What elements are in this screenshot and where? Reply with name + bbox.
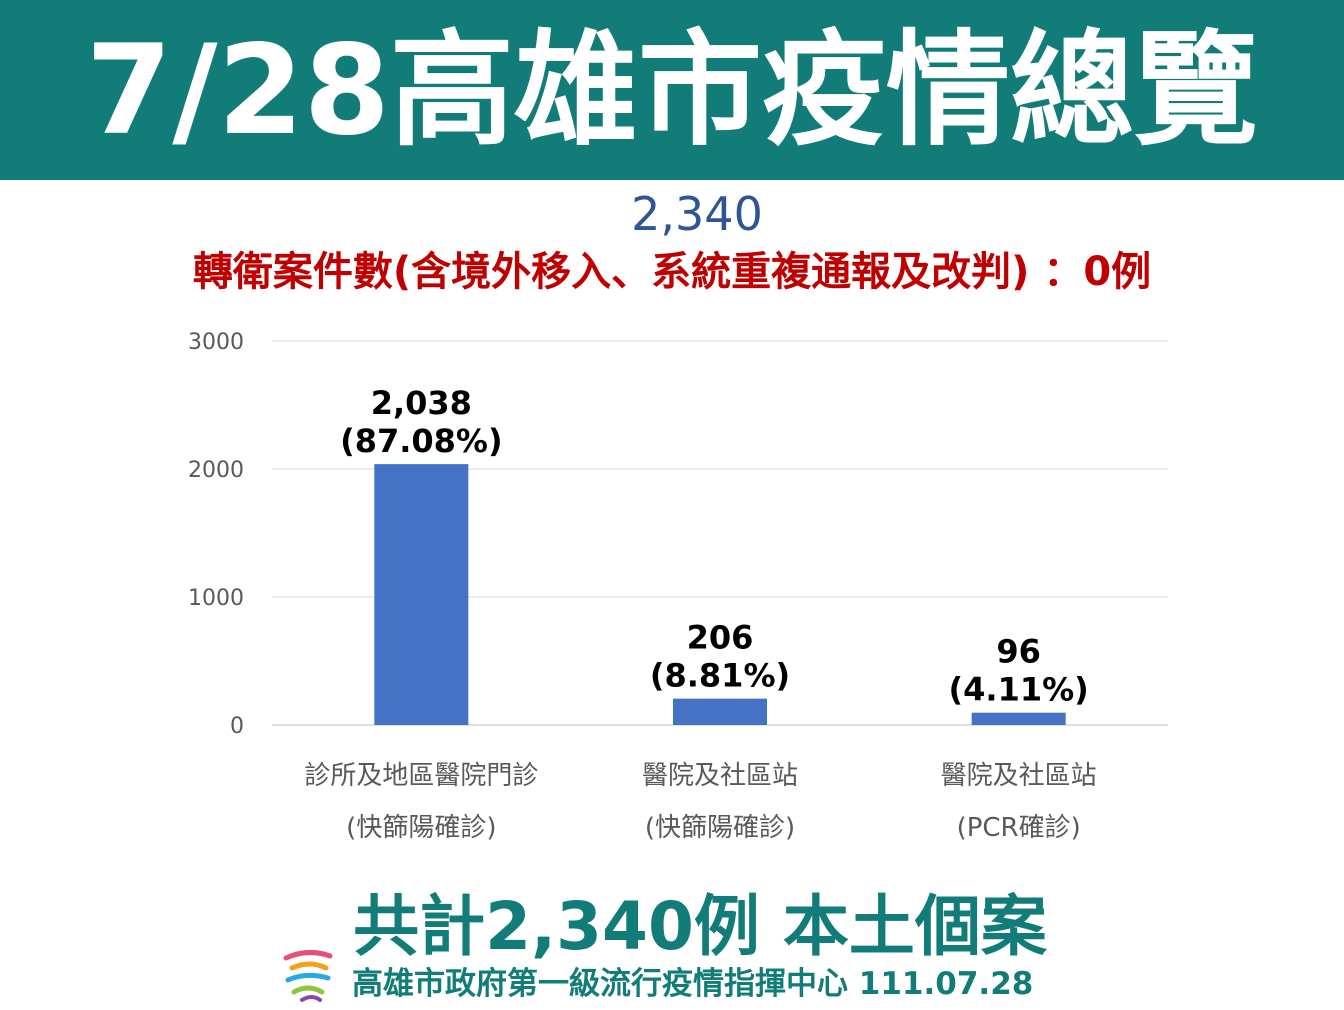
data-label-percent: (4.11%) — [949, 671, 1089, 709]
data-label-percent: (8.81%) — [650, 657, 790, 695]
kaohsiung-city-logo-icon — [283, 950, 333, 1002]
page-title: 7/28高雄市疫情總覽 — [85, 19, 1259, 163]
x-tick-label: 診所及地區醫院門診 — [304, 761, 538, 791]
y-tick-label: 2000 — [188, 458, 244, 483]
summary-total: 共計2,340例 本土個案 — [353, 888, 1047, 965]
bar — [374, 464, 469, 725]
y-tick-label: 3000 — [188, 330, 244, 355]
bar — [673, 698, 767, 725]
data-label-value: 96 — [996, 633, 1041, 671]
bar — [971, 712, 1066, 725]
bar-chart: 0 1000 2000 3000 2,038(87.08%) 診所及地區醫院門診 (快篩陽確… — [188, 330, 1168, 843]
x-tick-label: 醫院及社區站 — [941, 761, 1097, 791]
data-label-value: 2,038 — [371, 384, 472, 422]
x-tick-label-sub: (PCR確診) — [957, 813, 1081, 843]
y-tick-label: 0 — [230, 714, 244, 739]
footer-credit: 高雄市政府第一級流行疫情指揮中心 111.07.28 — [352, 966, 1034, 1002]
total-count: 2,340 — [631, 187, 763, 241]
transfer-note: 轉衛案件數(含境外移入、系統重複通報及改判) ：0例 — [192, 249, 1152, 295]
x-tick-label-sub: (快篩陽確診) — [645, 813, 795, 843]
data-label-percent: (87.08%) — [340, 422, 503, 460]
title-banner: 7/28高雄市疫情總覽 — [0, 0, 1344, 180]
x-tick-label-sub: (快篩陽確診) — [346, 813, 496, 843]
x-tick-label: 醫院及社區站 — [642, 761, 798, 791]
y-tick-label: 1000 — [188, 586, 244, 611]
data-label-value: 206 — [687, 619, 754, 657]
